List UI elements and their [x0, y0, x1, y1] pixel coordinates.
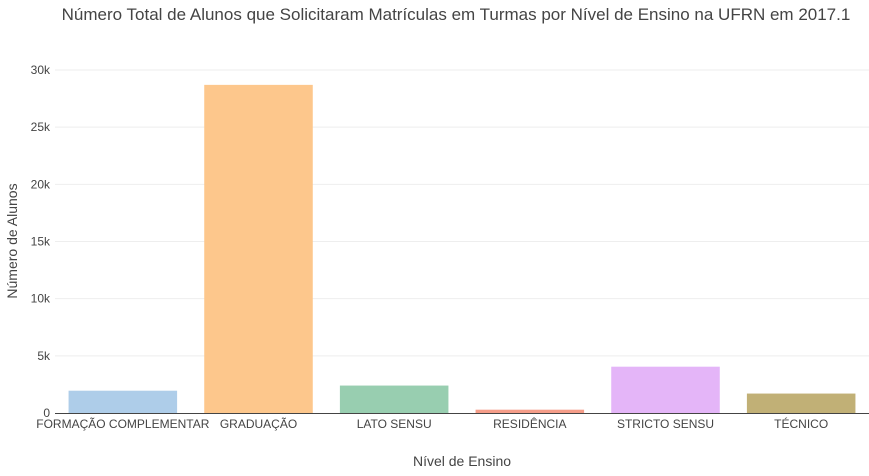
x-tick-label: STRICTO SENSU [617, 417, 714, 431]
x-tick-label: FORMAÇÃO COMPLEMENTAR [36, 417, 209, 431]
x-tick-label: RESIDÊNCIA [493, 416, 566, 431]
bars [68, 84, 856, 413]
y-tick-label: 30k [31, 63, 51, 77]
bar-2[interactable] [204, 84, 313, 413]
y-tick-label: 15k [31, 235, 51, 249]
y-tick-label: 25k [31, 120, 51, 134]
x-tick-label: TÉCNICO [774, 416, 828, 431]
y-tick-label: 5k [37, 349, 51, 363]
y-tick-label: 10k [31, 292, 51, 306]
x-axis-ticks: FORMAÇÃO COMPLEMENTAR GRADUAÇÃO LATO SENSU… [36, 416, 828, 431]
bar-3[interactable] [339, 385, 449, 413]
y-tick-label: 0 [43, 406, 50, 420]
y-tick-label: 20k [31, 177, 51, 191]
y-axis-title: Número de Alunos [4, 183, 20, 298]
bar-6[interactable] [746, 393, 856, 413]
bar-5[interactable] [611, 366, 720, 413]
bar-1[interactable] [68, 390, 178, 413]
gridlines [55, 69, 869, 357]
x-tick-label: LATO SENSU [357, 417, 432, 431]
bar-4[interactable] [475, 409, 585, 413]
y-axis-ticks: 0 5k 10k 15k 20k 25k 30k [31, 63, 51, 420]
x-axis-title: Nível de Ensino [413, 453, 511, 469]
x-tick-label: GRADUAÇÃO [220, 417, 297, 431]
chart-title: Número Total de Alunos que Solicitaram M… [62, 5, 851, 24]
